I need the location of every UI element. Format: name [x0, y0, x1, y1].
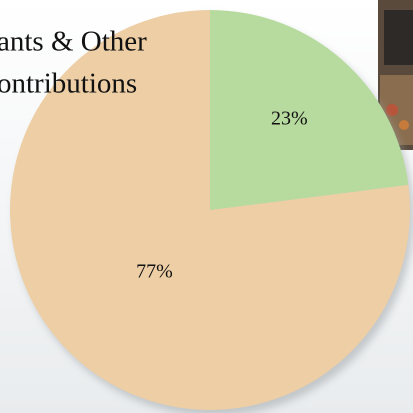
value-label: 23% — [271, 108, 308, 130]
pie-slice — [210, 10, 409, 210]
pie-slice — [10, 10, 411, 410]
pie — [10, 10, 411, 410]
chart-title: ontributions — [0, 68, 137, 100]
value-label: 77% — [136, 261, 173, 283]
chart-title: ants & Other — [0, 26, 147, 58]
